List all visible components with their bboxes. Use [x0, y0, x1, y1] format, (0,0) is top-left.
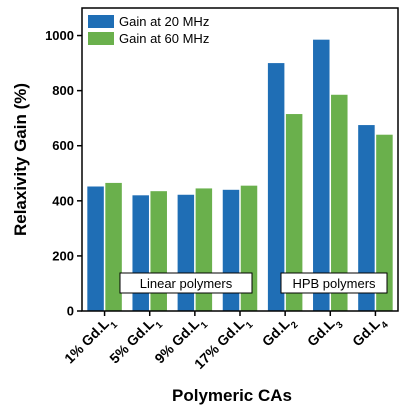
x-axis-title: Polymeric CAs [172, 386, 292, 405]
x-tick-label: Gd.L4 [349, 311, 391, 353]
bar-20mhz-2 [132, 195, 149, 311]
bar-60mhz-1 [105, 182, 122, 311]
legend: Gain at 20 MHz Gain at 60 MHz [88, 14, 209, 46]
bar-60mhz-5 [285, 114, 303, 311]
y-tick-label: 600 [52, 138, 74, 153]
plot-frame [81, 7, 399, 312]
bar-60mhz-6 [331, 94, 348, 311]
annotation-box-2 [280, 272, 388, 294]
bar-20mhz-3 [177, 194, 195, 311]
y-tick-label: 200 [52, 248, 74, 263]
x-tick-label: Gd.L2 [259, 312, 300, 353]
legend-label-1: Gain at 20 MHz [119, 14, 209, 29]
y-tick-label: 0 [67, 304, 74, 319]
annotation-box-1 [119, 272, 253, 294]
bar-60mhz-7 [376, 134, 393, 311]
annotation-label-2: HPB polymers [292, 276, 376, 291]
bar-20mhz-7 [358, 125, 375, 312]
legend-swatch-2 [88, 32, 114, 45]
bar-20mhz-5 [267, 63, 285, 311]
bar-20mhz-1 [87, 186, 104, 311]
axes [81, 7, 399, 312]
svg-text:Gd.L2: Gd.L2 [259, 312, 300, 353]
y-tick-label: 400 [52, 193, 74, 208]
svg-text:Gd.L3: Gd.L3 [304, 312, 345, 353]
legend-label-2: Gain at 60 MHz [119, 31, 209, 46]
y-tick-label: 1000 [45, 28, 74, 43]
y-axis-ticks: 0 200 400 600 800 1000 [45, 28, 82, 319]
bar-20mhz-6 [313, 39, 330, 311]
y-axis-title: Relaxivity Gain (%) [11, 83, 30, 236]
annotation-label-1: Linear polymers [140, 276, 233, 291]
y-tick-label: 800 [52, 83, 74, 98]
plot-area [87, 39, 393, 312]
svg-text:Gd.L4: Gd.L4 [349, 311, 391, 353]
x-tick-label: Gd.L3 [304, 312, 345, 353]
legend-swatch-1 [88, 15, 114, 28]
annotations: Linear polymers HPB polymers [119, 272, 388, 294]
